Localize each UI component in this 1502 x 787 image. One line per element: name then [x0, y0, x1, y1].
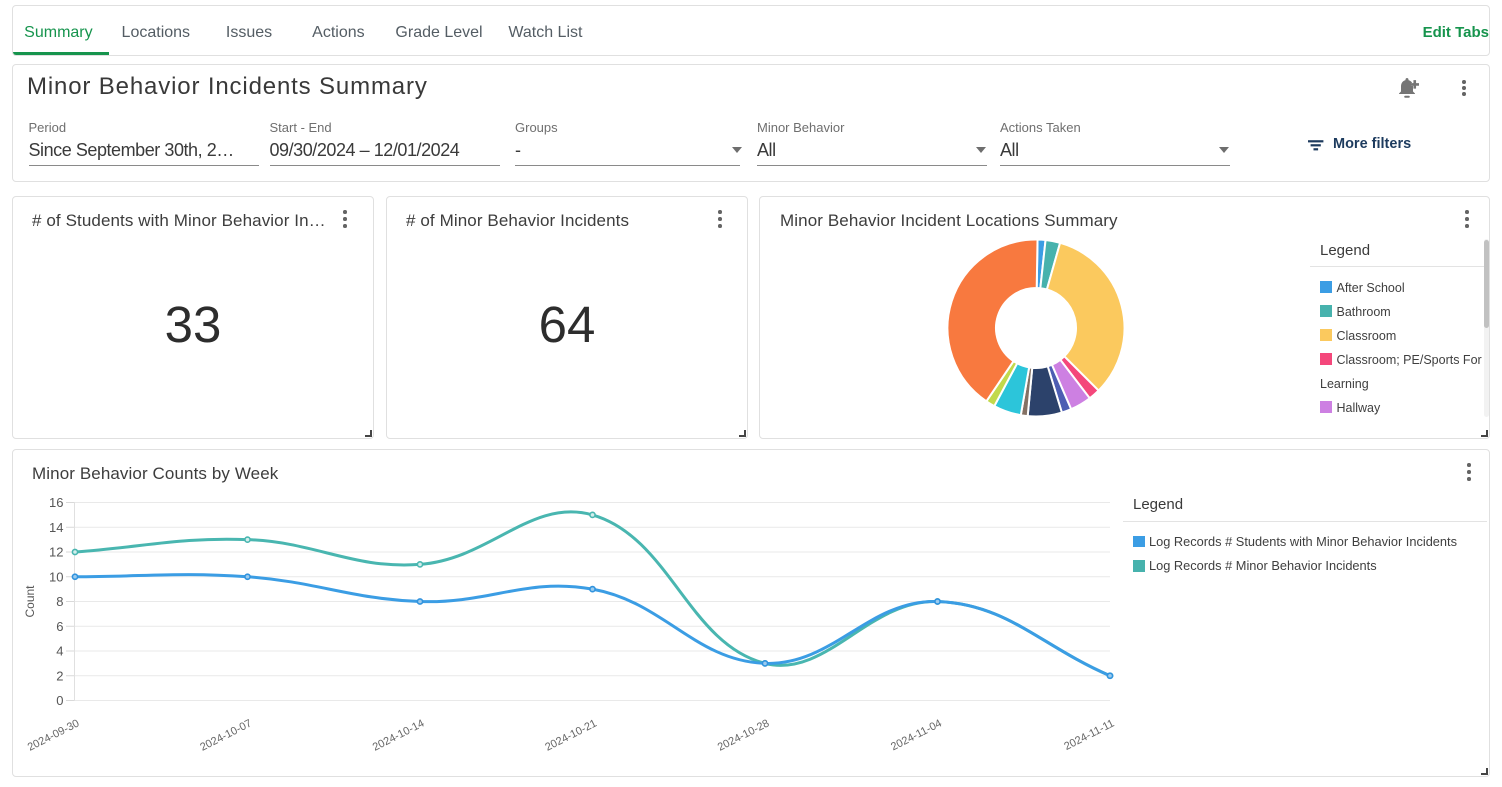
svg-text:16: 16 — [49, 495, 63, 510]
svg-text:2024-10-07: 2024-10-07 — [198, 717, 254, 753]
svg-text:2024-11-11: 2024-11-11 — [1062, 717, 1116, 752]
svg-text:6: 6 — [56, 619, 63, 634]
svg-text:2024-10-28: 2024-10-28 — [716, 717, 772, 753]
svg-text:2024-11-04: 2024-11-04 — [889, 717, 944, 753]
svg-text:14: 14 — [49, 520, 63, 535]
svg-text:2: 2 — [56, 668, 63, 683]
svg-text:10: 10 — [49, 569, 63, 584]
svg-text:8: 8 — [56, 594, 63, 609]
svg-text:2024-10-14: 2024-10-14 — [371, 717, 427, 753]
svg-text:2024-10-21: 2024-10-21 — [543, 717, 599, 753]
svg-text:2024-09-30: 2024-09-30 — [26, 717, 82, 753]
svg-text:Count: Count — [23, 585, 37, 618]
svg-text:4: 4 — [56, 644, 63, 659]
svg-text:0: 0 — [56, 693, 63, 708]
svg-text:12: 12 — [49, 545, 63, 560]
